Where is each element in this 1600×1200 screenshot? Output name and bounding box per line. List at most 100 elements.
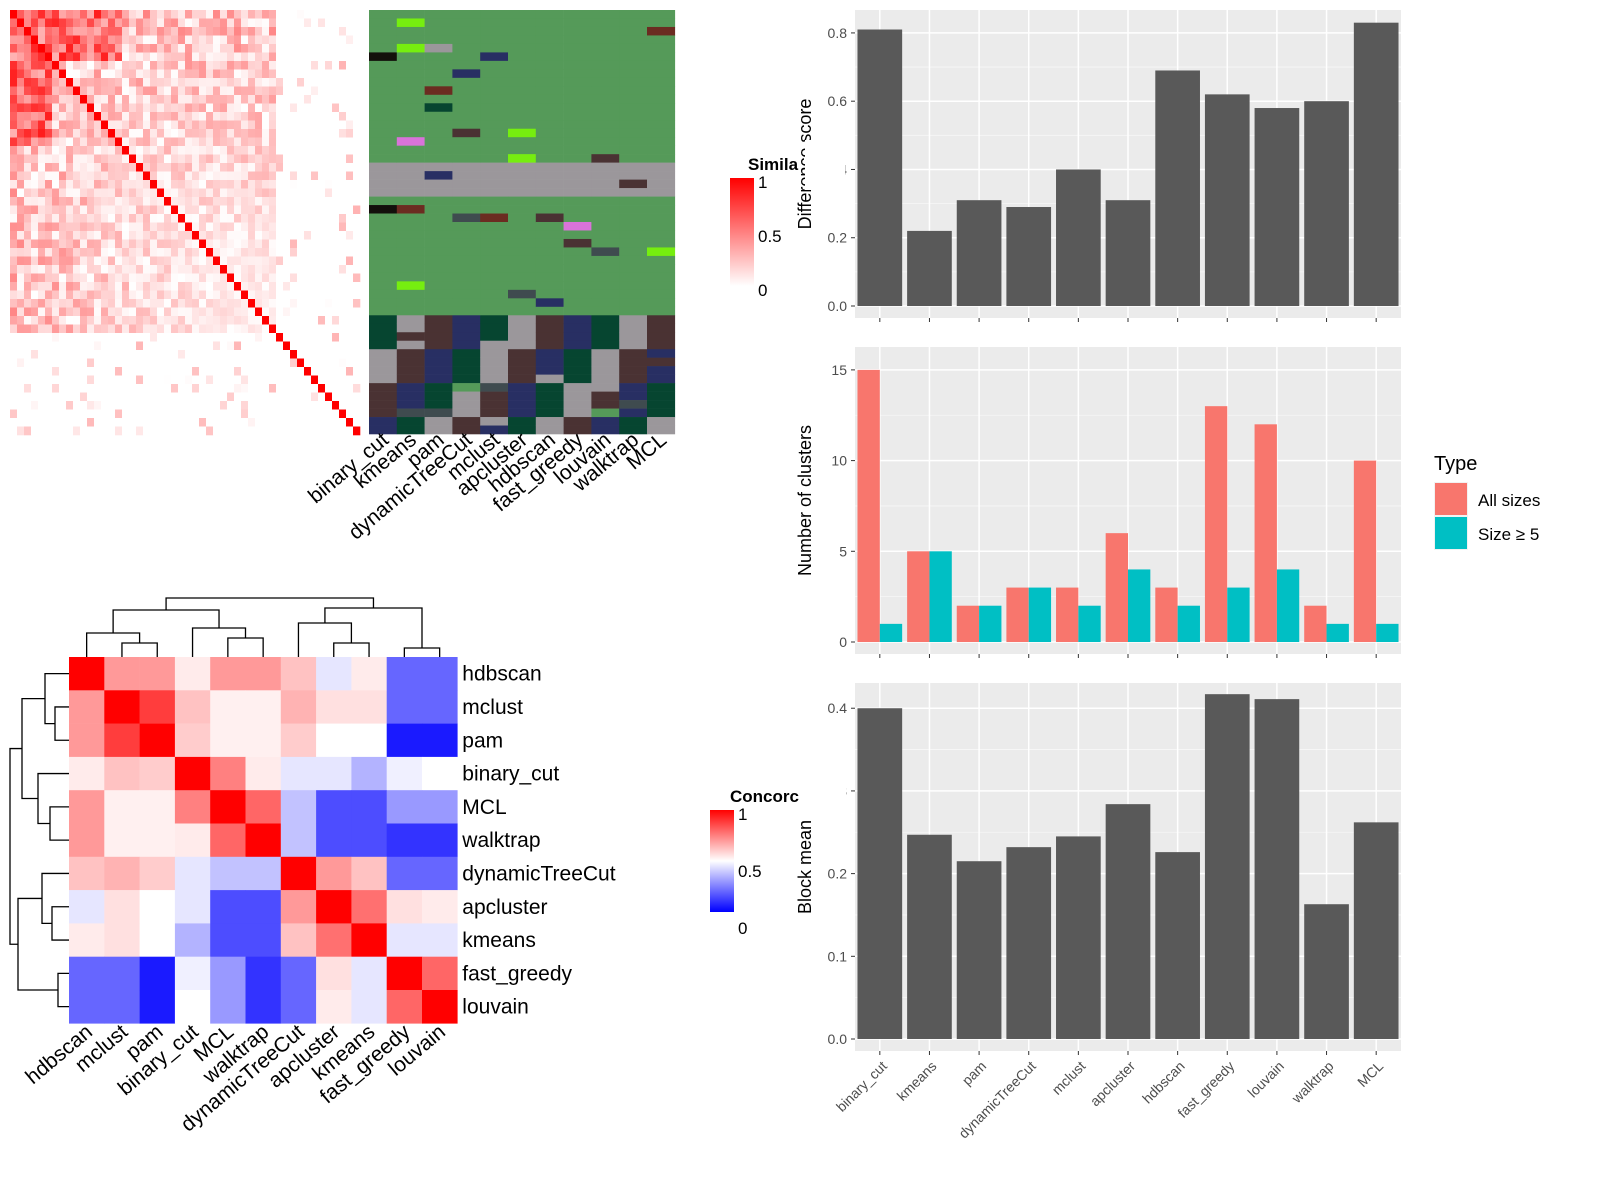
assignment-cell bbox=[591, 323, 620, 333]
similarity-cell bbox=[17, 112, 25, 121]
similarity-cell bbox=[178, 358, 186, 368]
assignment-cell bbox=[369, 26, 398, 36]
similarity-cell bbox=[283, 384, 291, 393]
similarity-cell bbox=[297, 239, 305, 249]
assignment-cell bbox=[396, 366, 425, 375]
assignment-cell bbox=[508, 230, 537, 240]
similarity-cell bbox=[220, 392, 228, 402]
similarity-cell bbox=[31, 307, 39, 317]
similarity-cell bbox=[269, 52, 277, 62]
dendrogram-link bbox=[121, 642, 158, 657]
similarity-cell bbox=[59, 86, 67, 96]
similarity-cell bbox=[17, 418, 25, 427]
similarity-cell bbox=[353, 10, 361, 19]
similarity-cell bbox=[325, 18, 333, 28]
similarity-cell bbox=[164, 418, 172, 427]
similarity-cell bbox=[164, 239, 172, 249]
similarity-cell bbox=[325, 333, 333, 342]
similarity-cell bbox=[87, 231, 95, 240]
assignment-cell bbox=[619, 383, 648, 392]
similarity-cell bbox=[185, 358, 193, 368]
concordance-cell bbox=[104, 756, 140, 791]
similarity-cell bbox=[346, 409, 354, 419]
similarity-cell bbox=[332, 95, 340, 104]
similarity-cell bbox=[325, 95, 333, 104]
similarity-cell bbox=[101, 61, 109, 70]
similarity-cell bbox=[192, 154, 200, 164]
similarity-cell bbox=[220, 44, 228, 53]
similarity-cell bbox=[262, 86, 270, 96]
similarity-cell bbox=[346, 401, 354, 410]
similarity-cell bbox=[227, 426, 235, 436]
similarity-cell bbox=[227, 418, 235, 427]
similarity-cell bbox=[10, 401, 18, 410]
similarity-cell bbox=[66, 350, 74, 359]
similarity-cell bbox=[269, 86, 277, 96]
similarity-cell bbox=[248, 231, 256, 240]
similarity-cell bbox=[157, 375, 165, 385]
assignment-cell bbox=[508, 332, 537, 342]
similarity-cell bbox=[178, 418, 186, 427]
similarity-cell bbox=[171, 384, 179, 393]
similarity-cell bbox=[122, 367, 130, 376]
similarity-cell bbox=[346, 324, 354, 334]
similarity-cell bbox=[115, 103, 123, 113]
assignment-cell bbox=[480, 128, 509, 138]
similarity-cell bbox=[66, 392, 74, 402]
similarity-cell bbox=[332, 375, 340, 385]
similarity-cell bbox=[325, 239, 333, 249]
concordance-row-label: pam bbox=[462, 729, 503, 752]
similarity-cell bbox=[241, 256, 249, 266]
similarity-cell bbox=[220, 10, 228, 19]
similarity-cell bbox=[122, 180, 130, 189]
similarity-cell bbox=[185, 154, 193, 164]
similarity-cell bbox=[283, 273, 291, 283]
similarity-cell bbox=[213, 205, 221, 215]
assignment-cell bbox=[535, 425, 564, 435]
similarity-cell bbox=[332, 146, 340, 155]
similarity-cell bbox=[45, 358, 53, 368]
similarity-cell bbox=[325, 205, 333, 215]
similarity-cell bbox=[164, 426, 172, 436]
similarity-cell bbox=[87, 222, 95, 232]
similarity-cell bbox=[87, 248, 95, 257]
similarity-cell bbox=[283, 137, 291, 147]
similarity-cell bbox=[199, 333, 207, 342]
similarity-cell bbox=[38, 418, 46, 427]
similarity-cell bbox=[108, 52, 116, 62]
similarity-cell bbox=[59, 120, 67, 130]
similarity-cell bbox=[276, 265, 284, 274]
similarity-cell bbox=[234, 171, 242, 181]
assignment-cell bbox=[508, 383, 537, 392]
assignment-cell bbox=[647, 26, 676, 36]
similarity-cell bbox=[52, 129, 60, 138]
assignment-cell bbox=[480, 315, 509, 325]
similarity-cell bbox=[192, 375, 200, 385]
similarity-cell bbox=[199, 290, 207, 300]
assignment-cell bbox=[424, 171, 453, 180]
similarity-cell bbox=[129, 69, 137, 79]
similarity-cell bbox=[87, 358, 95, 368]
similarity-cell bbox=[129, 129, 137, 138]
similarity-cell bbox=[136, 290, 144, 300]
similarity-cell bbox=[150, 282, 158, 291]
similarity-cell bbox=[332, 35, 340, 45]
similarity-cell bbox=[220, 137, 228, 147]
assignment-cell bbox=[535, 247, 564, 257]
similarity-cell bbox=[346, 129, 354, 138]
similarity-cell bbox=[31, 146, 39, 155]
similarity-cell bbox=[290, 52, 298, 62]
similarity-cell bbox=[122, 392, 130, 402]
similarity-cell bbox=[318, 154, 326, 164]
similarity-cell bbox=[227, 69, 235, 79]
similarity-cell bbox=[297, 299, 305, 308]
assignment-cell bbox=[452, 77, 481, 87]
similarity-cell bbox=[332, 163, 340, 172]
similarity-cell bbox=[31, 333, 39, 342]
similarity-cell bbox=[115, 180, 123, 189]
similarity-cell bbox=[339, 180, 347, 189]
bar-all-sizes bbox=[1056, 587, 1079, 642]
similarity-cell bbox=[346, 120, 354, 130]
similarity-cell bbox=[73, 137, 81, 147]
similarity-cell bbox=[346, 316, 354, 325]
